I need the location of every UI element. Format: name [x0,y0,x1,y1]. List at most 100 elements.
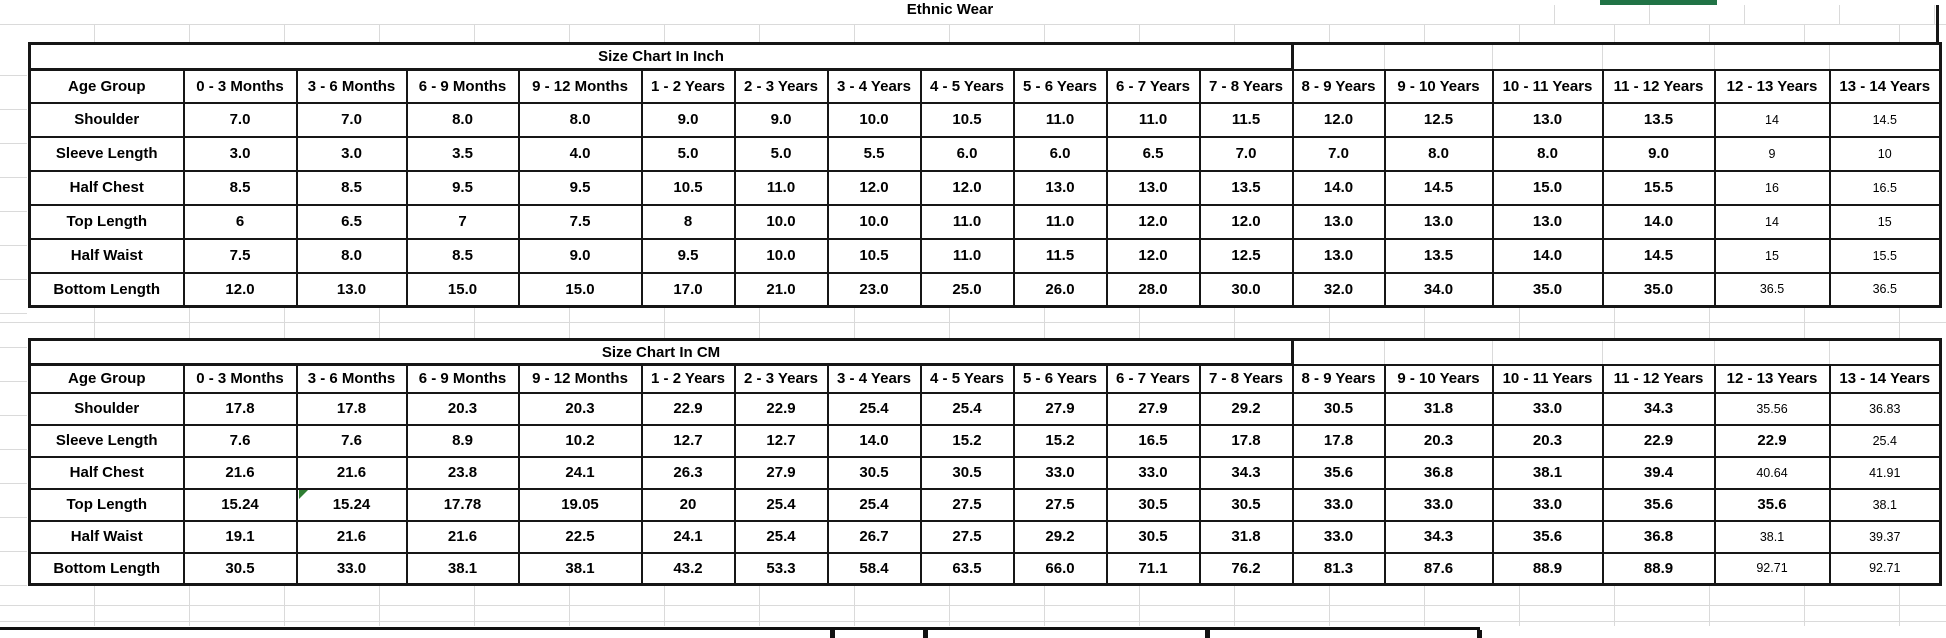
value-cell[interactable]: 12.0 [1198,203,1294,240]
value-cell[interactable]: 35.0 [1601,271,1716,308]
value-cell[interactable]: 15.24 [182,487,298,522]
value-cell[interactable]: 13.0 [1491,101,1604,138]
value-cell[interactable]: 12.0 [1105,237,1201,274]
value-cell[interactable]: 33.0 [1291,519,1386,554]
column-header-cell[interactable]: 5 - 6 Years [1012,68,1108,104]
value-cell[interactable]: 33.0 [1012,455,1108,490]
value-cell[interactable]: 53.3 [733,551,829,586]
value-cell[interactable]: 36.8 [1383,455,1494,490]
column-header-cell[interactable]: 11 - 12 Years [1601,68,1716,104]
value-cell[interactable]: 81.3 [1291,551,1386,586]
value-cell[interactable]: 10.0 [733,237,829,274]
value-cell[interactable]: 10.0 [826,101,922,138]
column-header-cell[interactable]: 5 - 6 Years [1012,363,1108,394]
value-cell[interactable]: 40.64 [1713,455,1831,490]
value-cell[interactable]: 14.0 [1601,203,1716,240]
value-cell[interactable]: 4.0 [517,135,643,172]
value-cell[interactable]: 25.4 [826,391,922,426]
empty-grid-cell[interactable] [1384,339,1493,365]
value-cell[interactable]: 12.0 [1105,203,1201,240]
value-cell[interactable]: 30.0 [1198,271,1294,308]
value-cell[interactable]: 8.0 [295,237,408,274]
value-cell[interactable]: 12.5 [1383,101,1494,138]
value-cell[interactable]: 35.6 [1491,519,1604,554]
value-cell[interactable]: 15 [1828,203,1942,240]
table-title-cell[interactable]: Size Chart In Inch [28,42,1294,71]
row-label-cell[interactable]: Half Waist [28,237,185,274]
column-header-cell[interactable]: 9 - 10 Years [1383,363,1494,394]
value-cell[interactable]: 17.8 [295,391,408,426]
value-cell[interactable]: 13.5 [1198,169,1294,206]
value-cell[interactable]: 7.6 [182,423,298,458]
column-header-cell[interactable]: 9 - 10 Years [1383,68,1494,104]
value-cell[interactable]: 33.0 [1383,487,1494,522]
column-header-cell[interactable]: 1 - 2 Years [640,68,736,104]
column-header-cell[interactable]: 4 - 5 Years [919,363,1015,394]
value-cell[interactable]: 9.5 [405,169,520,206]
value-cell[interactable]: 10.5 [919,101,1015,138]
value-cell[interactable]: 17.8 [1198,423,1294,458]
value-cell[interactable]: 25.0 [919,271,1015,308]
value-cell[interactable]: 33.0 [1491,391,1604,426]
value-cell[interactable]: 11.0 [919,237,1015,274]
value-cell[interactable]: 11.0 [1012,101,1108,138]
value-cell[interactable]: 13.5 [1601,101,1716,138]
column-header-cell[interactable]: 13 - 14 Years [1828,68,1942,104]
value-cell[interactable]: 76.2 [1198,551,1294,586]
value-cell[interactable]: 24.1 [640,519,736,554]
column-header-cell[interactable]: 2 - 3 Years [733,68,829,104]
value-cell[interactable]: 26.0 [1012,271,1108,308]
row-label-cell[interactable]: Top Length [28,487,185,522]
column-header-cell[interactable]: 1 - 2 Years [640,363,736,394]
value-cell[interactable]: 10.5 [826,237,922,274]
value-cell[interactable]: 6.5 [295,203,408,240]
value-cell[interactable]: 12.0 [826,169,922,206]
value-cell[interactable]: 36.8 [1601,519,1716,554]
value-cell[interactable]: 14.0 [1491,237,1604,274]
value-cell[interactable]: 25.4 [1828,423,1942,458]
value-cell[interactable]: 92.71 [1713,551,1831,586]
value-cell[interactable]: 7.0 [295,101,408,138]
value-cell[interactable]: 10.2 [517,423,643,458]
empty-grid-cell[interactable] [1602,43,1715,70]
value-cell[interactable]: 8.9 [405,423,520,458]
value-cell[interactable]: 13.0 [1291,237,1386,274]
value-cell[interactable]: 7.5 [517,203,643,240]
value-cell[interactable]: 30.5 [1291,391,1386,426]
column-header-cell[interactable]: 3 - 4 Years [826,68,922,104]
value-cell[interactable]: 8.0 [405,101,520,138]
value-cell[interactable]: 43.2 [640,551,736,586]
column-header-cell[interactable]: 10 - 11 Years [1491,363,1604,394]
value-cell[interactable]: 15.2 [919,423,1015,458]
value-cell[interactable]: 21.6 [295,455,408,490]
value-cell[interactable]: 6 [182,203,298,240]
column-header-cell[interactable]: 6 - 7 Years [1105,68,1201,104]
value-cell[interactable]: 3.5 [405,135,520,172]
column-header-cell[interactable]: 0 - 3 Months [182,68,298,104]
value-cell[interactable]: 9.0 [640,101,736,138]
value-cell[interactable]: 8.0 [1383,135,1494,172]
column-header-cell[interactable]: 6 - 9 Months [405,68,520,104]
value-cell[interactable]: 33.0 [1291,487,1386,522]
value-cell[interactable]: 27.9 [1012,391,1108,426]
value-cell[interactable]: 15.24 [295,487,408,522]
column-header-cell[interactable]: 7 - 8 Years [1198,68,1294,104]
value-cell[interactable]: 26.7 [826,519,922,554]
value-cell[interactable]: 7.0 [1198,135,1294,172]
value-cell[interactable]: 19.1 [182,519,298,554]
empty-grid-cell[interactable] [1384,43,1493,70]
value-cell[interactable]: 27.5 [919,487,1015,522]
value-cell[interactable]: 3.0 [182,135,298,172]
value-cell[interactable]: 17.8 [182,391,298,426]
value-cell[interactable]: 8 [640,203,736,240]
empty-grid-cell[interactable] [1292,43,1385,70]
corner-header-cell[interactable]: Age Group [28,68,185,104]
value-cell[interactable]: 13.0 [1383,203,1494,240]
value-cell[interactable]: 21.0 [733,271,829,308]
value-cell[interactable]: 23.8 [405,455,520,490]
value-cell[interactable]: 7.6 [295,423,408,458]
value-cell[interactable]: 10.0 [733,203,829,240]
row-label-cell[interactable]: Bottom Length [28,551,185,586]
row-label-cell[interactable]: Shoulder [28,101,185,138]
value-cell[interactable]: 35.6 [1291,455,1386,490]
